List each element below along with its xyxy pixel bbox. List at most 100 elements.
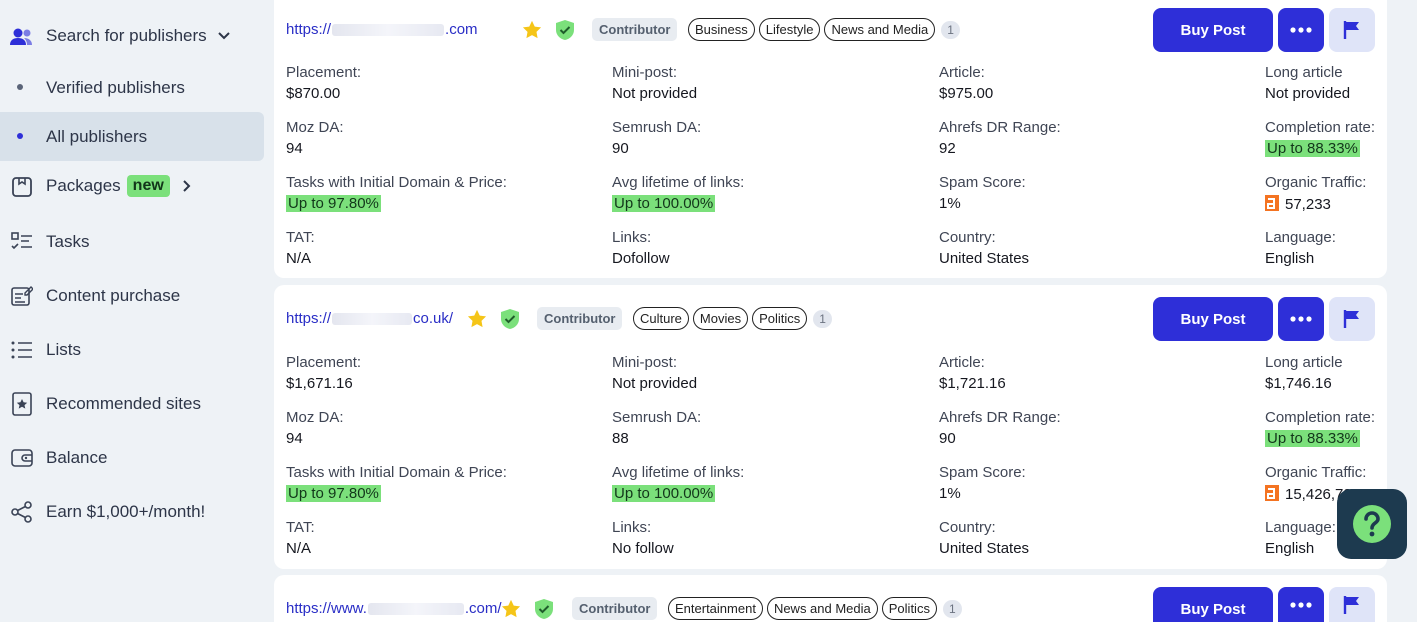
tag[interactable]: Culture [633, 307, 689, 330]
publisher-url[interactable]: https:// .com [286, 21, 478, 38]
url-suffix: .com [445, 21, 478, 38]
field-label: Language: [1265, 229, 1336, 246]
tat-field: TAT: N/A [286, 229, 315, 267]
field-value: 90 [612, 140, 629, 157]
search-publishers-menu[interactable]: Search for publishers [0, 24, 264, 50]
star-icon[interactable] [466, 308, 488, 330]
sidebar-item-label: Earn $1,000+/month! [46, 502, 206, 521]
more-tags-count[interactable]: 1 [942, 599, 962, 618]
publisher-url[interactable]: https:// co.uk/ [286, 310, 453, 327]
tasks-initial-field: Tasks with Initial Domain & Price: Up to … [286, 464, 507, 502]
field-value: Dofollow [612, 250, 670, 267]
publisher-card: https://www. .com/ Contributor Entertainm… [274, 575, 1387, 622]
field-value: English [1265, 250, 1315, 267]
url-suffix: co.uk/ [413, 310, 454, 327]
buy-post-button[interactable]: Buy Post [1153, 8, 1273, 52]
field-label: Long article [1265, 354, 1343, 371]
long-article-field: Long article Not provided [1265, 64, 1350, 102]
help-button[interactable] [1337, 489, 1407, 559]
wallet-icon [10, 446, 34, 470]
report-flag-button[interactable] [1329, 8, 1375, 52]
tag[interactable]: News and Media [824, 18, 936, 41]
field-label: Tasks with Initial Domain & Price: [286, 174, 507, 191]
more-options-button[interactable] [1278, 587, 1324, 622]
more-tags-count[interactable]: 1 [813, 309, 832, 328]
links-field: Links: No follow [612, 519, 674, 557]
field-label: Organic Traffic: [1265, 464, 1367, 481]
tag[interactable]: News and Media [766, 597, 878, 620]
field-value: $975.00 [939, 85, 994, 102]
sidebar-item-all-publishers[interactable]: All publishers [0, 112, 264, 161]
field-value: Up to 88.33% [1265, 140, 1360, 157]
star-bookmark-icon [10, 392, 34, 416]
sidebar-item-content-purchase[interactable]: Content purchase [0, 283, 264, 309]
tag[interactable]: Politics [752, 307, 808, 330]
field-label: Country: [939, 229, 996, 246]
sidebar-item-balance[interactable]: Balance [0, 445, 264, 471]
sidebar-item-label: Recommended sites [46, 394, 201, 413]
field-value: 94 [286, 430, 303, 447]
completion-rate-field: Completion rate: Up to 88.33% [1265, 119, 1375, 157]
chevron-right-icon [183, 180, 191, 192]
tag[interactable]: Business [688, 18, 755, 41]
field-label: TAT: [286, 229, 315, 246]
tag[interactable]: Entertainment [668, 597, 763, 620]
field-label: Article: [939, 354, 985, 371]
tag-list: Entertainment News and Media Politics 1 [668, 597, 962, 620]
field-label: Semrush DA: [612, 119, 702, 136]
sidebar: Search for publishers Verified publisher… [0, 0, 274, 622]
url-prefix: https:// [286, 310, 332, 327]
field-label: Completion rate: [1265, 409, 1376, 426]
share-network-icon [10, 500, 34, 524]
article-field: Article: $975.00 [939, 64, 993, 102]
language-field: Language: English [1265, 229, 1336, 267]
tag[interactable]: Lifestyle [758, 18, 821, 41]
publisher-card: https:// co.uk/ Contributor Culture Movie… [274, 285, 1387, 569]
buy-post-button[interactable]: Buy Post [1153, 587, 1273, 622]
sidebar-item-label: All publishers [46, 127, 148, 146]
field-value: Up to 97.80% [286, 485, 381, 502]
sidebar-item-label: Lists [46, 340, 81, 359]
bullet-icon [17, 84, 23, 90]
more-options-button[interactable] [1278, 8, 1324, 52]
url-suffix: .com/ [464, 600, 502, 617]
field-label: Moz DA: [286, 409, 344, 426]
field-value: United States [939, 250, 1030, 267]
field-value: 88 [612, 430, 629, 447]
report-flag-button[interactable] [1329, 587, 1375, 622]
field-label: Avg lifetime of links: [612, 174, 745, 191]
tag[interactable]: Politics [881, 597, 937, 620]
verified-shield-icon [501, 309, 519, 329]
url-prefix: https://www. [286, 600, 367, 617]
more-tags-count[interactable]: 1 [941, 20, 960, 39]
sidebar-item-recommended-sites[interactable]: Recommended sites [0, 391, 264, 417]
sidebar-item-lists[interactable]: Lists [0, 337, 264, 363]
field-label: TAT: [286, 519, 315, 536]
field-value: 57,233 [1285, 196, 1331, 213]
sidebar-item-earn[interactable]: Earn $1,000+/month! [0, 499, 264, 525]
field-value: $1,721.16 [939, 375, 1006, 392]
tag[interactable]: Movies [692, 307, 749, 330]
search-publishers-label: Search for publishers [46, 26, 207, 45]
field-label: Avg lifetime of links: [612, 464, 745, 481]
sidebar-item-tasks[interactable]: Tasks [0, 229, 264, 255]
sidebar-item-verified-publishers[interactable]: Verified publishers [0, 74, 264, 100]
field-label: Links: [612, 519, 652, 536]
moz-da-field: Moz DA: 94 [286, 119, 344, 157]
completion-rate-field: Completion rate: Up to 88.33% [1265, 409, 1375, 447]
star-icon[interactable] [500, 598, 522, 620]
buy-post-button[interactable]: Buy Post [1153, 297, 1273, 341]
more-options-button[interactable] [1278, 297, 1324, 341]
new-badge: new [126, 175, 170, 197]
star-icon[interactable] [521, 19, 543, 41]
ahrefs-icon [1265, 195, 1279, 211]
tasks-initial-field: Tasks with Initial Domain & Price: Up to … [286, 174, 507, 212]
sidebar-item-packages[interactable]: Packages new [0, 173, 264, 201]
document-edit-icon [10, 284, 34, 308]
tasks-icon [10, 230, 34, 254]
field-value: $870.00 [286, 85, 341, 102]
report-flag-button[interactable] [1329, 297, 1375, 341]
field-value: Up to 100.00% [612, 485, 716, 502]
publisher-url[interactable]: https://www. .com/ [286, 600, 502, 617]
sidebar-item-label: Content purchase [46, 286, 181, 305]
